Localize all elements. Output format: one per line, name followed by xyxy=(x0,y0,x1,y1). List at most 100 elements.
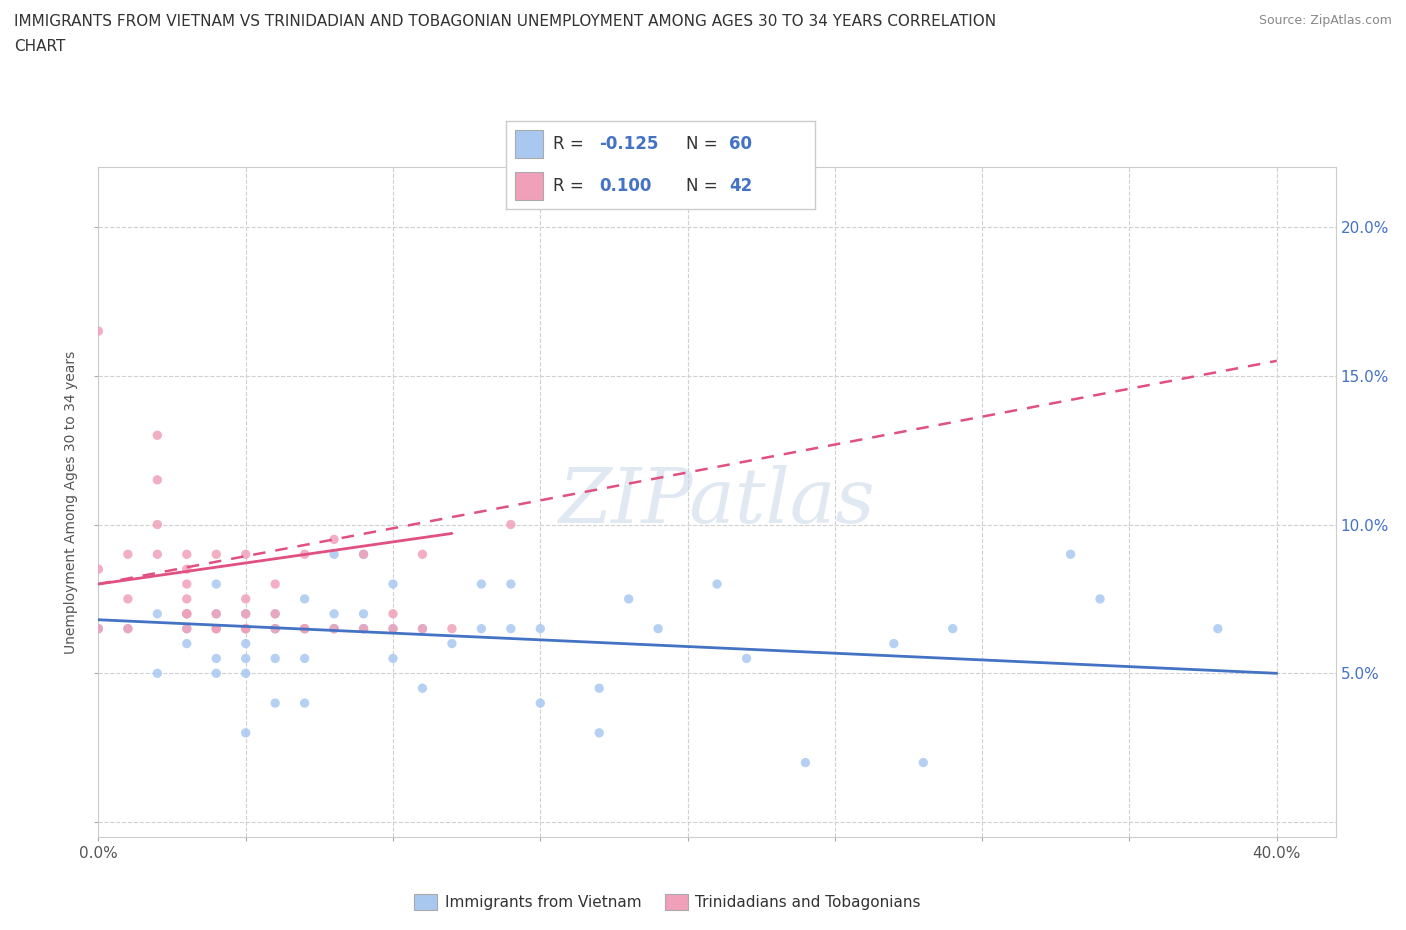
Point xyxy=(146,428,169,443)
Point xyxy=(264,621,287,636)
Point xyxy=(323,621,346,636)
Point xyxy=(499,621,522,636)
Bar xyxy=(516,129,543,158)
Text: N =: N = xyxy=(686,178,723,195)
Point xyxy=(294,621,316,636)
Point xyxy=(235,547,257,562)
Point xyxy=(735,651,758,666)
Point xyxy=(235,725,257,740)
Point xyxy=(294,591,316,606)
Point xyxy=(294,621,316,636)
Point xyxy=(617,591,640,606)
Point xyxy=(87,621,110,636)
Y-axis label: Unemployment Among Ages 30 to 34 years: Unemployment Among Ages 30 to 34 years xyxy=(65,351,79,654)
Text: Source: ZipAtlas.com: Source: ZipAtlas.com xyxy=(1258,14,1392,27)
Point xyxy=(382,621,405,636)
Point xyxy=(146,606,169,621)
Point xyxy=(235,621,257,636)
Point xyxy=(323,606,346,621)
Point xyxy=(1059,547,1081,562)
Text: R =: R = xyxy=(553,178,589,195)
Point xyxy=(205,621,228,636)
Point xyxy=(146,666,169,681)
Point xyxy=(353,621,375,636)
Point xyxy=(205,666,228,681)
Point xyxy=(323,532,346,547)
Point xyxy=(323,621,346,636)
Point xyxy=(440,636,463,651)
Point xyxy=(264,651,287,666)
Point xyxy=(117,547,139,562)
Point xyxy=(146,517,169,532)
Point xyxy=(294,621,316,636)
Point xyxy=(529,696,551,711)
Point xyxy=(470,621,492,636)
Point xyxy=(353,621,375,636)
Point xyxy=(205,606,228,621)
Text: -0.125: -0.125 xyxy=(599,135,658,153)
Point xyxy=(205,621,228,636)
Point xyxy=(235,606,257,621)
Point xyxy=(294,696,316,711)
Point xyxy=(117,591,139,606)
Point xyxy=(883,636,905,651)
Point xyxy=(205,621,228,636)
Point xyxy=(706,577,728,591)
Text: IMMIGRANTS FROM VIETNAM VS TRINIDADIAN AND TOBAGONIAN UNEMPLOYMENT AMONG AGES 30: IMMIGRANTS FROM VIETNAM VS TRINIDADIAN A… xyxy=(14,14,997,29)
Point xyxy=(1206,621,1229,636)
Point xyxy=(235,606,257,621)
Bar xyxy=(516,172,543,201)
Point xyxy=(647,621,669,636)
Point xyxy=(264,696,287,711)
Point xyxy=(411,621,433,636)
Point xyxy=(323,547,346,562)
Point xyxy=(235,621,257,636)
Text: 42: 42 xyxy=(728,178,752,195)
Point xyxy=(588,681,610,696)
Point xyxy=(382,651,405,666)
Point xyxy=(264,606,287,621)
Point xyxy=(205,577,228,591)
Point xyxy=(176,606,198,621)
Text: 60: 60 xyxy=(728,135,752,153)
Point xyxy=(440,621,463,636)
Point xyxy=(235,591,257,606)
Point xyxy=(205,651,228,666)
Text: N =: N = xyxy=(686,135,723,153)
Point xyxy=(1088,591,1111,606)
Text: 0.100: 0.100 xyxy=(599,178,651,195)
Point xyxy=(353,547,375,562)
Point xyxy=(87,562,110,577)
Point xyxy=(264,606,287,621)
Point xyxy=(176,562,198,577)
Point xyxy=(176,591,198,606)
Point xyxy=(382,606,405,621)
Point xyxy=(353,547,375,562)
Point xyxy=(87,621,110,636)
Point xyxy=(235,621,257,636)
Point xyxy=(470,577,492,591)
Point xyxy=(794,755,817,770)
Point xyxy=(323,621,346,636)
Point xyxy=(588,725,610,740)
Point xyxy=(264,577,287,591)
Point xyxy=(294,651,316,666)
Point xyxy=(294,547,316,562)
Point xyxy=(499,517,522,532)
Point xyxy=(912,755,935,770)
Point xyxy=(146,472,169,487)
Text: R =: R = xyxy=(553,135,589,153)
Point xyxy=(235,636,257,651)
Point xyxy=(411,621,433,636)
Point xyxy=(176,606,198,621)
Point xyxy=(117,621,139,636)
Point xyxy=(205,547,228,562)
Point xyxy=(205,606,228,621)
Point xyxy=(529,621,551,636)
Point xyxy=(942,621,965,636)
Point xyxy=(176,636,198,651)
Point xyxy=(176,606,198,621)
Point xyxy=(235,666,257,681)
Point xyxy=(176,547,198,562)
Point xyxy=(176,621,198,636)
